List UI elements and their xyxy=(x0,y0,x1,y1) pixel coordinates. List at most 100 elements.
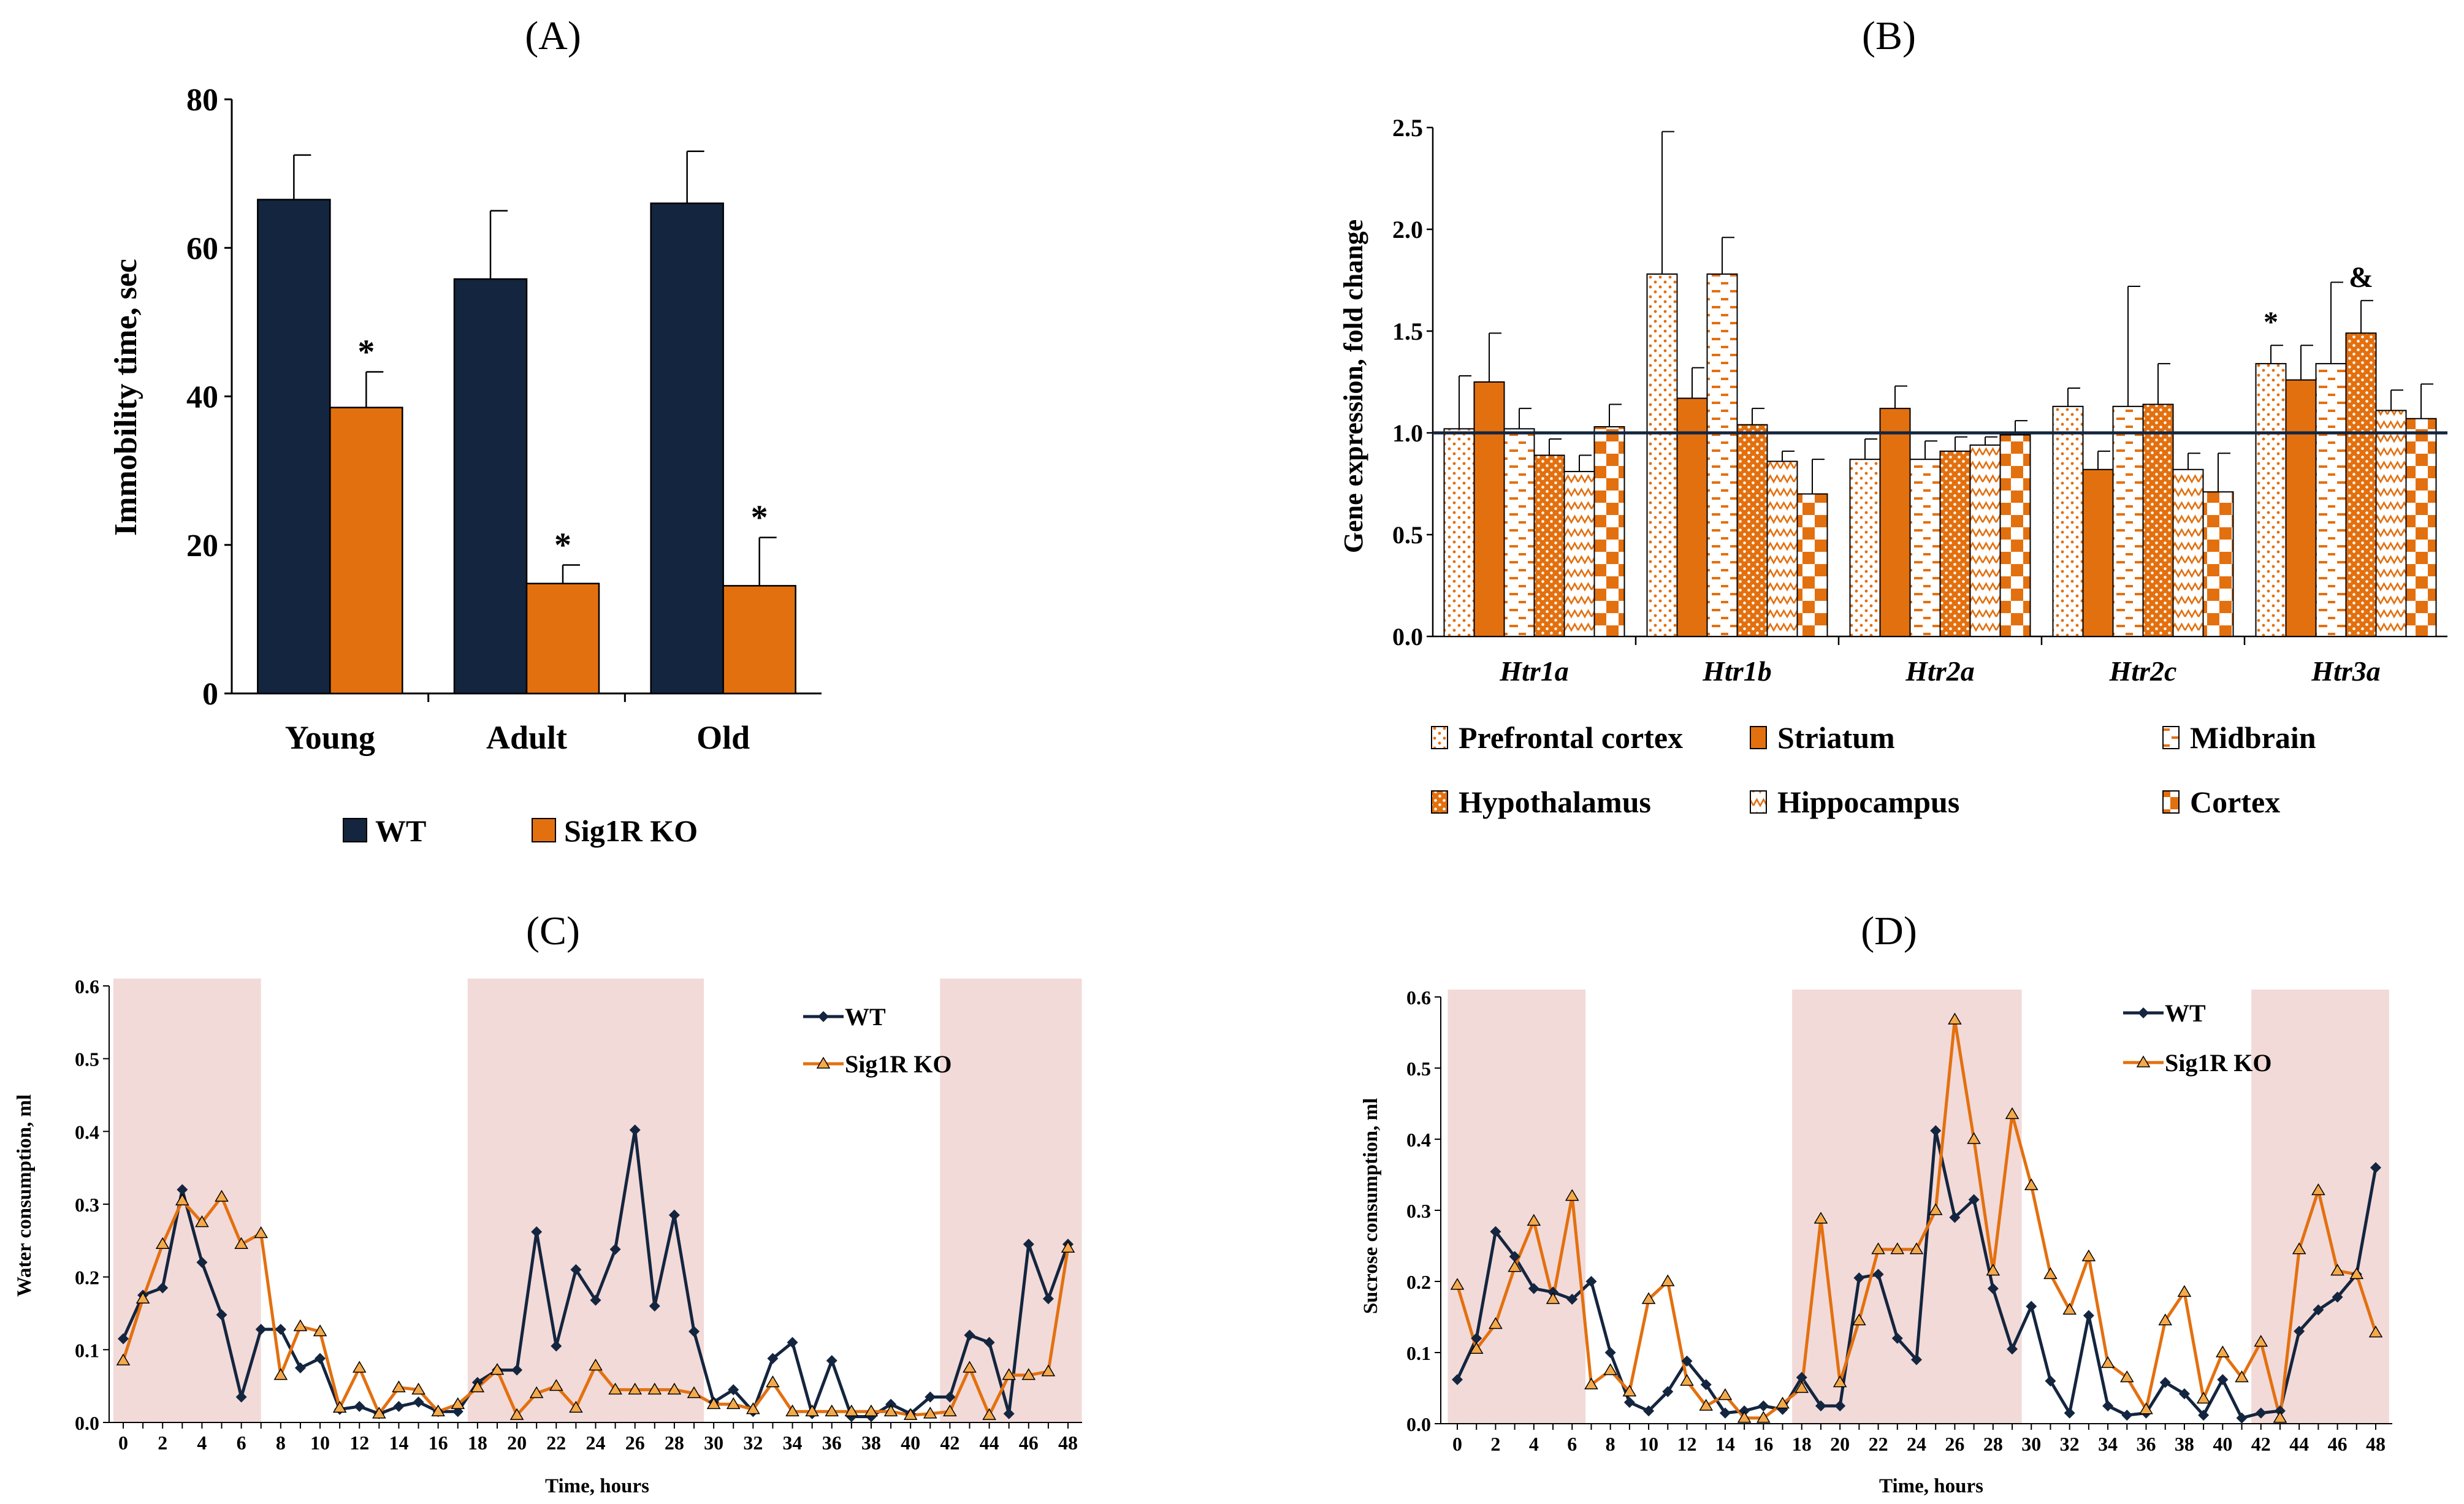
panel-c-point-sig1r-ko xyxy=(667,1383,682,1395)
panel-d-point-sig1r-ko xyxy=(2349,1267,2364,1280)
panel-d-point-wt xyxy=(1834,1400,1846,1411)
panel-c-point-wt xyxy=(531,1226,543,1238)
panel-a-y-axis-title: Immobility time, sec xyxy=(109,259,143,536)
panel-d-point-sig1r-ko xyxy=(1909,1242,1924,1254)
panel-d-x-tick-label: 26 xyxy=(1945,1433,1964,1455)
panel-d-point-wt xyxy=(1547,1286,1559,1298)
panel-c-x-tick-label: 44 xyxy=(980,1432,999,1454)
panel-c-point-wt xyxy=(255,1324,267,1335)
panel-c-point-wt xyxy=(885,1399,897,1410)
panel-d-shaded-period xyxy=(1792,990,2022,1424)
panel-d-x-tick-label: 28 xyxy=(1983,1433,2003,1455)
panel-d-y-tick-label: 0.0 xyxy=(1406,1413,1431,1435)
panel-d-x-tick-label: 44 xyxy=(2289,1433,2309,1455)
panel-d-point-wt xyxy=(1853,1272,1865,1284)
panel-c-point-wt xyxy=(1023,1239,1034,1250)
panel-d-point-wt xyxy=(1815,1400,1826,1411)
panel-c-point-sig1r-ko xyxy=(628,1383,643,1395)
panel-c-point-sig1r-ko xyxy=(943,1404,957,1416)
legend-label-sig1r-ko-d: Sig1R KO xyxy=(2165,1049,2271,1077)
panel-d-point-wt xyxy=(2159,1376,2171,1388)
legend-swatch-prefrontal-cortex xyxy=(1431,726,1448,749)
panel-d-point-sig1r-ko xyxy=(1795,1381,1809,1393)
panel-b-bar-prefrontal-cortex-htr3a xyxy=(2255,363,2287,637)
panel-d-point-wt xyxy=(1623,1397,1635,1408)
panel-d-point-wt xyxy=(2026,1300,2037,1312)
panel-d-x-tick-label: 40 xyxy=(2213,1433,2232,1455)
panel-a-y-tick-label: 40 xyxy=(186,380,218,415)
panel-c-x-tick-label: 0 xyxy=(118,1432,128,1454)
panel-d-point-wt xyxy=(1662,1386,1674,1397)
panel-c-point-sig1r-ko xyxy=(1061,1240,1075,1253)
panel-c-x-tick-label: 12 xyxy=(349,1432,369,1454)
panel-a-y-tick-label: 0 xyxy=(202,677,218,712)
panel-b-y-tick-label: 0.5 xyxy=(1392,521,1423,549)
panel-b-bar-striatum-htr1a xyxy=(1473,381,1505,637)
panel-d-title: (D) xyxy=(1861,909,1917,953)
panel-b-bar-hypothalamus-htr3a xyxy=(2345,332,2377,637)
panel-d-x-tick-label: 36 xyxy=(2137,1433,2156,1455)
panel-d-point-sig1r-ko xyxy=(1776,1397,1790,1409)
panel-b-y-tick-label: 2.5 xyxy=(1392,114,1423,142)
panel-d-point-sig1r-ko xyxy=(1508,1260,1522,1272)
panel-c-point-sig1r-ko xyxy=(135,1291,150,1304)
panel-c-y-tick-label: 0.4 xyxy=(75,1121,99,1143)
panel-c-point-sig1r-ko xyxy=(825,1404,839,1416)
panel-c-y-axis-title: Water consumption, ml xyxy=(13,1094,36,1297)
panel-c-legend: WT Sig1R KO xyxy=(803,1003,952,1078)
legend-swatch-cortex xyxy=(2162,790,2180,814)
panel-d-shaded-period xyxy=(2251,990,2389,1424)
panel-c-point-sig1r-ko xyxy=(293,1319,308,1332)
panel-d-point-wt xyxy=(1604,1347,1616,1358)
panel-b-category-label: Htr1a xyxy=(1499,655,1568,687)
panel-c-x-tick-label: 32 xyxy=(743,1432,763,1454)
legend-marker-sig1r-ko xyxy=(816,1056,831,1069)
panel-b-bar-hypothalamus-htr2c xyxy=(2142,403,2174,638)
panel-d-point-wt xyxy=(2121,1410,2133,1421)
panel-d-x-tick-label: 4 xyxy=(1529,1433,1539,1455)
panel-c-point-sig1r-ko xyxy=(116,1353,131,1365)
panel-d-point-sig1r-ko xyxy=(2273,1411,2287,1423)
panel-a-legend: WT Sig1R KO xyxy=(343,814,698,848)
panel-c-point-sig1r-ko xyxy=(569,1400,583,1413)
panel-d-legend: WT Sig1R KO xyxy=(2123,999,2271,1077)
panel-c-x-tick-label: 36 xyxy=(822,1432,842,1454)
panel-c-point-wt xyxy=(393,1400,405,1412)
panel-c-point-sig1r-ko xyxy=(451,1397,465,1410)
panel-d-point-sig1r-ko xyxy=(1489,1317,1503,1329)
panel-c-point-sig1r-ko xyxy=(431,1404,445,1416)
legend-label-striatum: Striatum xyxy=(1777,720,1895,755)
legend-label-wt-c: WT xyxy=(845,1003,886,1031)
panel-c-point-wt xyxy=(629,1124,641,1136)
panel-d-x-tick-label: 22 xyxy=(1869,1433,1888,1455)
panel-d-point-wt xyxy=(2236,1412,2248,1424)
panel-c-point-sig1r-ko xyxy=(726,1397,741,1410)
panel-c-shaded-period xyxy=(113,979,261,1422)
panel-d-x-tick-label: 0 xyxy=(1452,1433,1462,1455)
panel-d-point-sig1r-ko xyxy=(1699,1399,1714,1411)
panel-b-bar-cortex-htr2a xyxy=(1999,434,2031,637)
panel-d-point-wt xyxy=(1681,1355,1693,1367)
panel-c-point-sig1r-ko xyxy=(411,1383,425,1395)
panel-c-point-sig1r-ko xyxy=(785,1404,799,1416)
panel-c-y-tick-label: 0.3 xyxy=(75,1194,99,1216)
panel-b-bar-striatum-htr1b xyxy=(1676,397,1708,637)
legend-swatch-midbrain xyxy=(2162,726,2180,749)
panel-c-point-sig1r-ko xyxy=(175,1193,189,1205)
panel-c-point-wt xyxy=(118,1333,129,1345)
panel-c-point-wt xyxy=(944,1391,956,1403)
panel-c-point-wt xyxy=(728,1384,739,1395)
panel-c-point-sig1r-ko xyxy=(155,1237,170,1250)
panel-d-point-wt xyxy=(1949,1212,1961,1223)
panel-c-point-sig1r-ko xyxy=(805,1404,819,1416)
panel-b-bar-hypothalamus-htr2a xyxy=(1939,450,1971,637)
panel-c-point-sig1r-ko xyxy=(549,1379,563,1391)
legend-marker-wt-d xyxy=(2138,1007,2149,1018)
panel-d-point-sig1r-ko xyxy=(2368,1326,2383,1338)
panel-c-point-sig1r-ko xyxy=(332,1400,347,1413)
panel-c-shaded-period xyxy=(940,979,1082,1422)
panel-c-x-tick-label: 38 xyxy=(861,1432,881,1454)
panel-c-point-sig1r-ko xyxy=(903,1408,918,1420)
panel-d-point-sig1r-ko xyxy=(1833,1375,1847,1388)
panel-d-point-sig1r-ko xyxy=(1814,1212,1828,1224)
